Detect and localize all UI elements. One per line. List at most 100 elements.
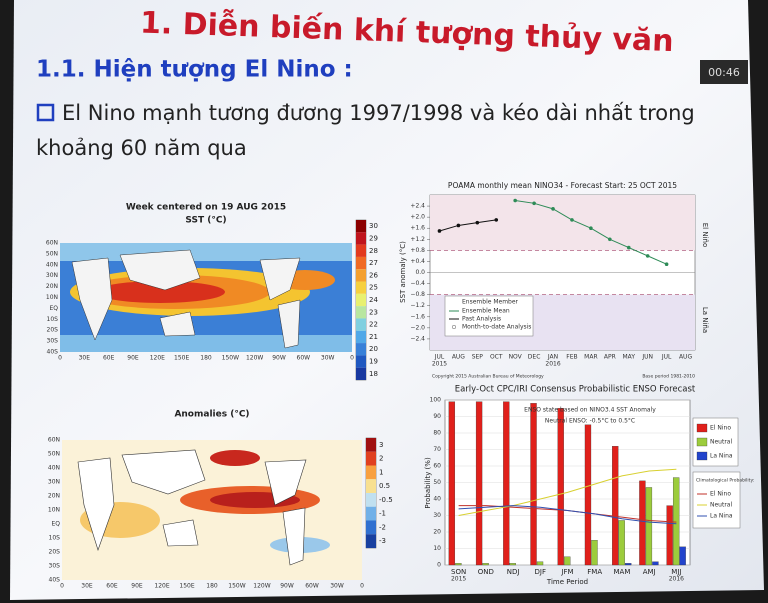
lat-label: 20S xyxy=(49,549,61,556)
legend-label: El Nino xyxy=(710,491,731,498)
colorbar-swatch xyxy=(356,232,366,245)
colorbar-label: 24 xyxy=(369,296,378,304)
lat-label: 20N xyxy=(46,283,58,290)
lon-label: 60E xyxy=(103,355,115,362)
colorbar-label: -2 xyxy=(379,523,386,531)
series-point xyxy=(475,220,480,225)
x-tick-label: DEC xyxy=(528,354,541,361)
x-tick-label: AUG xyxy=(452,354,465,361)
colorbar-swatch xyxy=(356,269,366,282)
lon-label: 90E xyxy=(127,355,139,362)
lon-label: 150W xyxy=(222,355,239,362)
colorbar-label: -1 xyxy=(379,510,386,518)
colorbar-swatch xyxy=(356,343,366,356)
y-tick-label: +2.4 xyxy=(410,203,425,210)
legend-label: Past Analysis xyxy=(462,316,501,323)
y-tick-label: +1.2 xyxy=(410,236,425,243)
bar xyxy=(666,505,673,566)
lat-label: 30S xyxy=(47,338,59,345)
colorbar-swatch xyxy=(366,520,376,535)
lon-label: 120E xyxy=(154,583,169,590)
sst-map xyxy=(60,243,352,352)
bar xyxy=(536,561,544,566)
lat-label: 30N xyxy=(48,479,60,486)
legend-swatch xyxy=(696,423,708,433)
x-year-label: 2015 xyxy=(432,361,447,368)
lon-label: 120W xyxy=(253,583,270,590)
x-tick-label: AMJ xyxy=(643,568,656,576)
legend-label: El Nino xyxy=(710,425,731,432)
colorbar-label: 22 xyxy=(369,321,378,329)
y-tick-label: −1.6 xyxy=(410,313,425,320)
x-tick-label: JAN xyxy=(547,354,558,361)
anomaly-map xyxy=(62,440,362,580)
legend-label: Neutral xyxy=(710,439,732,446)
x-axis-label: Time Period xyxy=(546,578,588,586)
lon-label: 30W xyxy=(321,355,335,362)
bar xyxy=(591,540,598,566)
lon-label: 90E xyxy=(131,583,143,590)
lon-label: 90W xyxy=(280,583,294,590)
legend-swatch xyxy=(696,437,708,447)
lon-label: 0 xyxy=(360,583,364,590)
bullet-text: El Nino mạnh tương đương 1997/1998 và ké… xyxy=(62,101,695,125)
y-tick-label: 100 xyxy=(430,397,442,404)
bar xyxy=(509,563,516,566)
y-tick-label: −0.8 xyxy=(410,291,425,298)
x-tick-label: DJF xyxy=(535,568,546,576)
lon-label: 120W xyxy=(246,355,263,362)
colorbar-swatch xyxy=(356,355,366,368)
x-tick-label: MAR xyxy=(584,354,597,361)
lon-label: 150E xyxy=(174,355,189,362)
legend-swatch xyxy=(451,324,457,330)
y-tick-label: +1.6 xyxy=(410,225,425,232)
y-tick-label: −2.0 xyxy=(410,324,425,331)
series-point xyxy=(437,229,442,233)
colorbar-swatch xyxy=(366,438,376,452)
x-tick-label: JUL xyxy=(434,354,445,361)
el-nino-zone xyxy=(430,195,695,251)
lat-label: 20S xyxy=(47,327,59,334)
colorbar-swatch xyxy=(356,306,366,319)
chart-note: ENSO state based on NINO3.4 SST Anomaly xyxy=(524,407,656,414)
lat-label: 60N xyxy=(48,437,60,444)
chart-title: POAMA monthly mean NINO34 - Forecast Sta… xyxy=(448,181,677,190)
chart-title: Early-Oct CPC/IRI Consensus Probabilisti… xyxy=(455,385,696,395)
colorbar-swatch xyxy=(356,244,366,257)
bar xyxy=(639,480,646,566)
lat-label: 40N xyxy=(46,261,58,268)
colorbar-label: -3 xyxy=(379,537,386,545)
x-tick-label: APR xyxy=(604,354,616,361)
colorbar-swatch xyxy=(366,506,376,521)
colorbar-label: 23 xyxy=(369,308,378,316)
bullet-text: khoảng 60 năm qua xyxy=(36,136,247,160)
lat-label: 30S xyxy=(49,563,61,570)
x-tick-label: MAY xyxy=(623,354,636,361)
lon-label: 180 xyxy=(206,583,218,590)
lon-label: 60W xyxy=(305,583,319,590)
series-point xyxy=(626,245,631,250)
colorbar-label: -0.5 xyxy=(379,496,393,504)
x-tick-label: NDJ xyxy=(507,568,520,576)
lat-label: EQ xyxy=(49,305,58,312)
x-tick-label: NOV xyxy=(509,354,523,361)
colorbar-swatch xyxy=(366,493,376,507)
colorbar-swatch xyxy=(366,465,376,480)
y-tick-label: 90 xyxy=(433,413,441,420)
lat-label: EQ xyxy=(51,521,60,528)
lat-label: 10N xyxy=(48,507,60,514)
x-tick-label: FMA xyxy=(587,568,602,576)
colorbar-swatch xyxy=(356,220,366,233)
x-tick-label: SEP xyxy=(472,354,484,361)
lon-label: 120E xyxy=(150,355,165,362)
y-tick-label: 0.0 xyxy=(415,269,425,276)
lon-label: 0 xyxy=(350,355,354,362)
el-nino-label: El Niño xyxy=(701,223,709,248)
lon-label: 150W xyxy=(228,583,245,590)
bar xyxy=(672,477,680,566)
climatology-line xyxy=(458,468,677,516)
lat-label: 50N xyxy=(46,250,58,257)
legend-label: Neutral xyxy=(710,502,732,509)
y-tick-label: +0.4 xyxy=(410,258,425,265)
timer-box xyxy=(700,60,748,84)
